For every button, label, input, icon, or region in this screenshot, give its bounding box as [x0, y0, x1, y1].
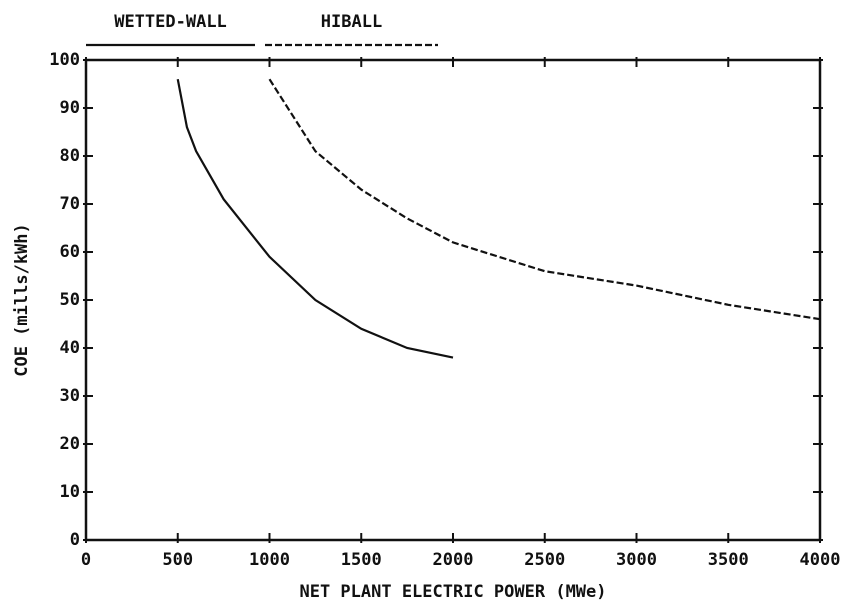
y-tick-label: 20	[60, 434, 80, 454]
y-tick-label: 0	[70, 530, 80, 550]
y-tick-label: 70	[60, 194, 80, 214]
x-axis-label: NET PLANT ELECTRIC POWER (MWe)	[299, 582, 606, 602]
x-tick-label: 3500	[708, 550, 749, 570]
x-tick-label: 4000	[800, 550, 841, 570]
series-line	[268, 78, 821, 321]
y-tick-label: 90	[60, 98, 80, 118]
y-tick-label: 30	[60, 386, 80, 406]
y-tick-label: 10	[60, 482, 80, 502]
y-tick-label: 80	[60, 146, 80, 166]
series-line	[176, 78, 454, 359]
x-tick-label: 1500	[341, 550, 382, 570]
x-tick-label: 2000	[433, 550, 474, 570]
x-tick-label: 2500	[524, 550, 565, 570]
y-axis-label: COE (mills/kWh)	[12, 223, 32, 377]
y-tick-label: 100	[49, 50, 80, 70]
x-tick-label: 500	[162, 550, 193, 570]
y-tick-label: 60	[60, 242, 80, 262]
legend-label: WETTED-WALL	[114, 12, 227, 32]
legend-label: HIBALL	[321, 12, 382, 32]
y-tick-label: 40	[60, 338, 80, 358]
x-tick-label: 3000	[616, 550, 657, 570]
x-tick-label: 0	[81, 550, 91, 570]
y-tick-label: 50	[60, 290, 80, 310]
x-tick-label: 1000	[249, 550, 290, 570]
